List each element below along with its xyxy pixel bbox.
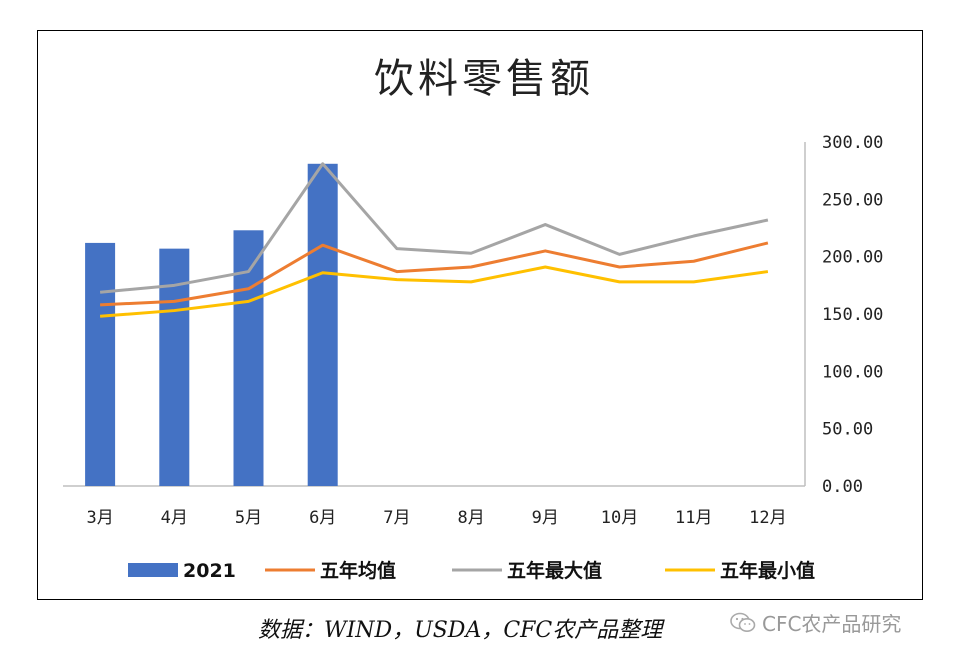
series-line (99, 265, 769, 318)
bar (85, 242, 116, 486)
wechat-icon (730, 612, 756, 634)
y-tick-label: 300.00 (822, 133, 883, 153)
x-tick-label: 4月 (161, 508, 188, 528)
x-tick-label: 10月 (601, 508, 638, 528)
y-tick-label: 100.00 (822, 362, 883, 382)
bar (159, 248, 190, 486)
series-line (99, 162, 769, 294)
y-tick-label: 50.00 (822, 420, 873, 440)
legend-label: 五年均值 (320, 559, 396, 582)
legend-swatch (128, 563, 178, 577)
bar (307, 163, 338, 486)
x-tick-label: 9月 (532, 508, 559, 528)
y-tick-label: 200.00 (822, 248, 883, 268)
x-tick-label: 5月 (235, 508, 262, 528)
x-tick-label: 3月 (86, 508, 113, 528)
legend-label: 2021 (183, 560, 236, 582)
legend-label: 五年最大值 (507, 559, 602, 582)
x-tick-label: 11月 (675, 508, 712, 528)
bar (233, 230, 264, 486)
x-tick-label: 8月 (457, 508, 484, 528)
chart-title: 饮料零售额 (374, 56, 594, 102)
y-tick-label: 250.00 (822, 190, 883, 210)
y-tick-label: 150.00 (822, 305, 883, 325)
legend-label: 五年最小值 (720, 559, 815, 582)
x-tick-label: 6月 (309, 508, 336, 528)
x-tick-label: 7月 (383, 508, 410, 528)
y-tick-label: 0.00 (822, 477, 863, 497)
watermark: CFC农产品研究 (730, 608, 901, 637)
watermark-text: CFC农产品研究 (762, 612, 902, 636)
source-note: 数据：WIND，USDA，CFC农产品整理 (258, 618, 663, 643)
series-line (100, 241, 769, 307)
x-tick-label: 12月 (749, 508, 786, 528)
